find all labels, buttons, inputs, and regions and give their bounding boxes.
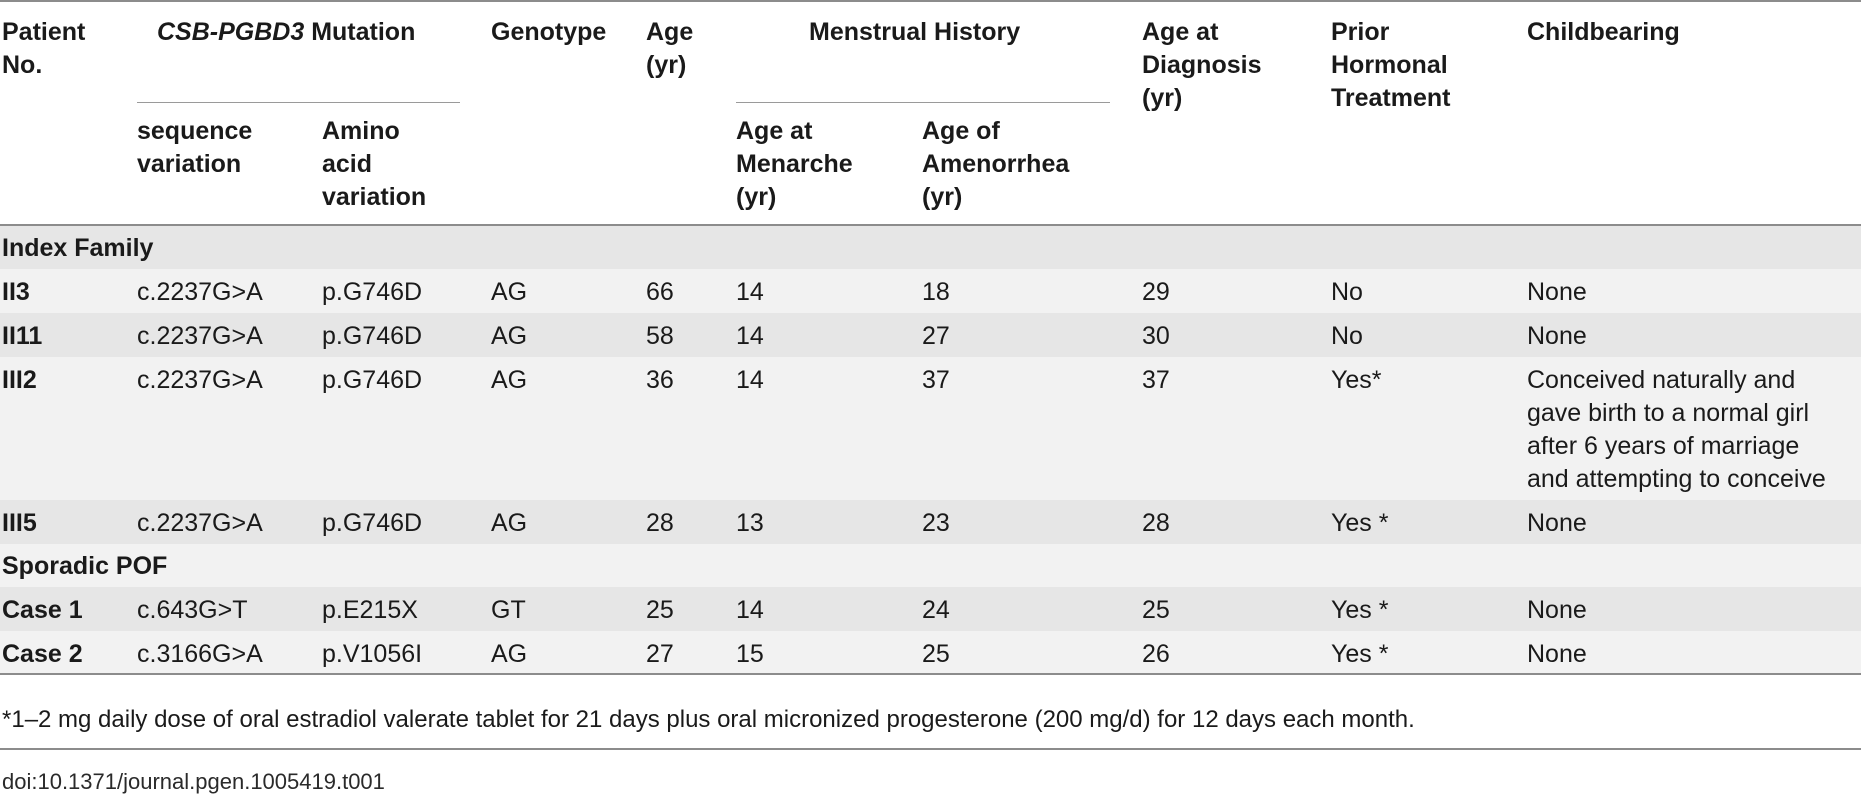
cell-diagnosis: 28 xyxy=(1142,509,1170,537)
cell-hormonal: Yes * xyxy=(1331,509,1389,537)
row-band-iii2 xyxy=(0,357,1861,500)
cell-menarche: 13 xyxy=(736,509,764,537)
cell-sequence: c.2237G>A xyxy=(137,366,263,394)
cell-diagnosis: 30 xyxy=(1142,322,1170,350)
section-band-index-family xyxy=(0,226,1861,269)
cell-hormonal: Yes* xyxy=(1331,366,1382,394)
cell-amino-acid: p.V1056I xyxy=(322,640,423,668)
col-header-age: Age (yr) xyxy=(646,18,694,79)
section-label-index-family: Index Family xyxy=(2,234,154,262)
row-band-ii3 xyxy=(0,269,1861,313)
col-header-genotype: Genotype xyxy=(491,18,607,46)
footnote-rule xyxy=(0,748,1861,750)
cell-amino-acid: p.G746D xyxy=(322,278,423,306)
cell-genotype: AG xyxy=(491,322,528,350)
cell-hormonal: Yes * xyxy=(1331,640,1389,668)
cell-amenorrhea: 37 xyxy=(922,366,950,394)
cell-genotype: AG xyxy=(491,640,528,668)
doi-link[interactable]: doi:10.1371/journal.pgen.1005419.t001 xyxy=(2,769,385,794)
col-header-prior-hormonal: Prior Hormonal Treatment xyxy=(1331,18,1451,112)
row-band-case2 xyxy=(0,631,1861,675)
mutation-subrule xyxy=(137,102,460,103)
cell-hormonal: No xyxy=(1331,322,1363,350)
cell-amino-acid: p.G746D xyxy=(322,366,423,394)
cell-age: 36 xyxy=(646,366,674,394)
cell-childbearing: None xyxy=(1527,278,1587,306)
cell-hormonal: No xyxy=(1331,278,1363,306)
table-bottom-rule xyxy=(0,673,1861,675)
cell-amenorrhea: 27 xyxy=(922,322,950,350)
cell-amenorrhea: 23 xyxy=(922,509,950,537)
col-header-age-at-diagnosis: Age at Diagnosis (yr) xyxy=(1142,18,1262,112)
cell-genotype: AG xyxy=(491,366,528,394)
cell-childbearing: None xyxy=(1527,596,1587,624)
col-header-mutation: CSB-PGBD3 Mutation xyxy=(157,16,415,49)
col-header-amino-acid-variation: Amino acid variation xyxy=(322,117,427,211)
cell-diagnosis: 29 xyxy=(1142,278,1170,306)
cell-age: 58 xyxy=(646,322,674,350)
cell-sequence: c.643G>T xyxy=(137,596,248,624)
cell-sequence: c.3166G>A xyxy=(137,640,263,668)
cell-menarche: 14 xyxy=(736,596,764,624)
cell-genotype: AG xyxy=(491,278,528,306)
section-label-sporadic-pof: Sporadic POF xyxy=(2,552,168,580)
cell-genotype: GT xyxy=(491,596,526,624)
col-header-age-at-menarche: Age at Menarche (yr) xyxy=(736,117,853,211)
cell-childbearing: None xyxy=(1527,509,1587,537)
cell-amino-acid: p.G746D xyxy=(322,322,423,350)
cell-sequence: c.2237G>A xyxy=(137,278,263,306)
cell-age: 66 xyxy=(646,278,674,306)
cell-patient: II3 xyxy=(2,278,30,306)
col-header-sequence-variation: sequence variation xyxy=(137,117,253,178)
cell-childbearing: Conceived naturally and gave birth to a … xyxy=(1527,366,1826,493)
cell-age: 28 xyxy=(646,509,674,537)
cell-diagnosis: 37 xyxy=(1142,366,1170,394)
row-band-iii5 xyxy=(0,500,1861,544)
mutation-word: Mutation xyxy=(304,18,416,46)
cell-age: 27 xyxy=(646,640,674,668)
cell-amenorrhea: 18 xyxy=(922,278,950,306)
cell-diagnosis: 26 xyxy=(1142,640,1170,668)
cell-amino-acid: p.E215X xyxy=(322,596,418,624)
menstrual-subrule xyxy=(736,102,1110,103)
row-band-case1 xyxy=(0,587,1861,631)
cell-patient: III2 xyxy=(2,366,37,394)
cell-patient: III5 xyxy=(2,509,37,537)
col-header-menstrual-history: Menstrual History xyxy=(809,18,1021,46)
cell-amino-acid: p.G746D xyxy=(322,509,423,537)
col-header-age-of-amenorrhea: Age of Amenorrhea (yr) xyxy=(922,117,1070,211)
cell-childbearing: None xyxy=(1527,322,1587,350)
top-rule xyxy=(0,0,1861,2)
table-footnote: *1–2 mg daily dose of oral estradiol val… xyxy=(2,706,1415,733)
cell-menarche: 14 xyxy=(736,278,764,306)
cell-childbearing: None xyxy=(1527,640,1587,668)
row-band-ii11 xyxy=(0,313,1861,357)
cell-patient: Case 2 xyxy=(2,640,83,668)
col-header-childbearing: Childbearing xyxy=(1527,18,1680,46)
cell-age: 25 xyxy=(646,596,674,624)
cell-diagnosis: 25 xyxy=(1142,596,1170,624)
cell-sequence: c.2237G>A xyxy=(137,322,263,350)
cell-sequence: c.2237G>A xyxy=(137,509,263,537)
cell-amenorrhea: 25 xyxy=(922,640,950,668)
cell-patient: II11 xyxy=(2,322,43,350)
col-header-patient-no: Patient No. xyxy=(2,18,86,79)
cell-menarche: 15 xyxy=(736,640,764,668)
cell-amenorrhea: 24 xyxy=(922,596,950,624)
cell-genotype: AG xyxy=(491,509,528,537)
gene-name: CSB-PGBD3 xyxy=(157,18,305,46)
section-band-sporadic xyxy=(0,544,1861,587)
cell-hormonal: Yes * xyxy=(1331,596,1389,624)
cell-menarche: 14 xyxy=(736,322,764,350)
cell-patient: Case 1 xyxy=(2,596,83,624)
cell-menarche: 14 xyxy=(736,366,764,394)
header-bottom-rule xyxy=(0,224,1861,226)
